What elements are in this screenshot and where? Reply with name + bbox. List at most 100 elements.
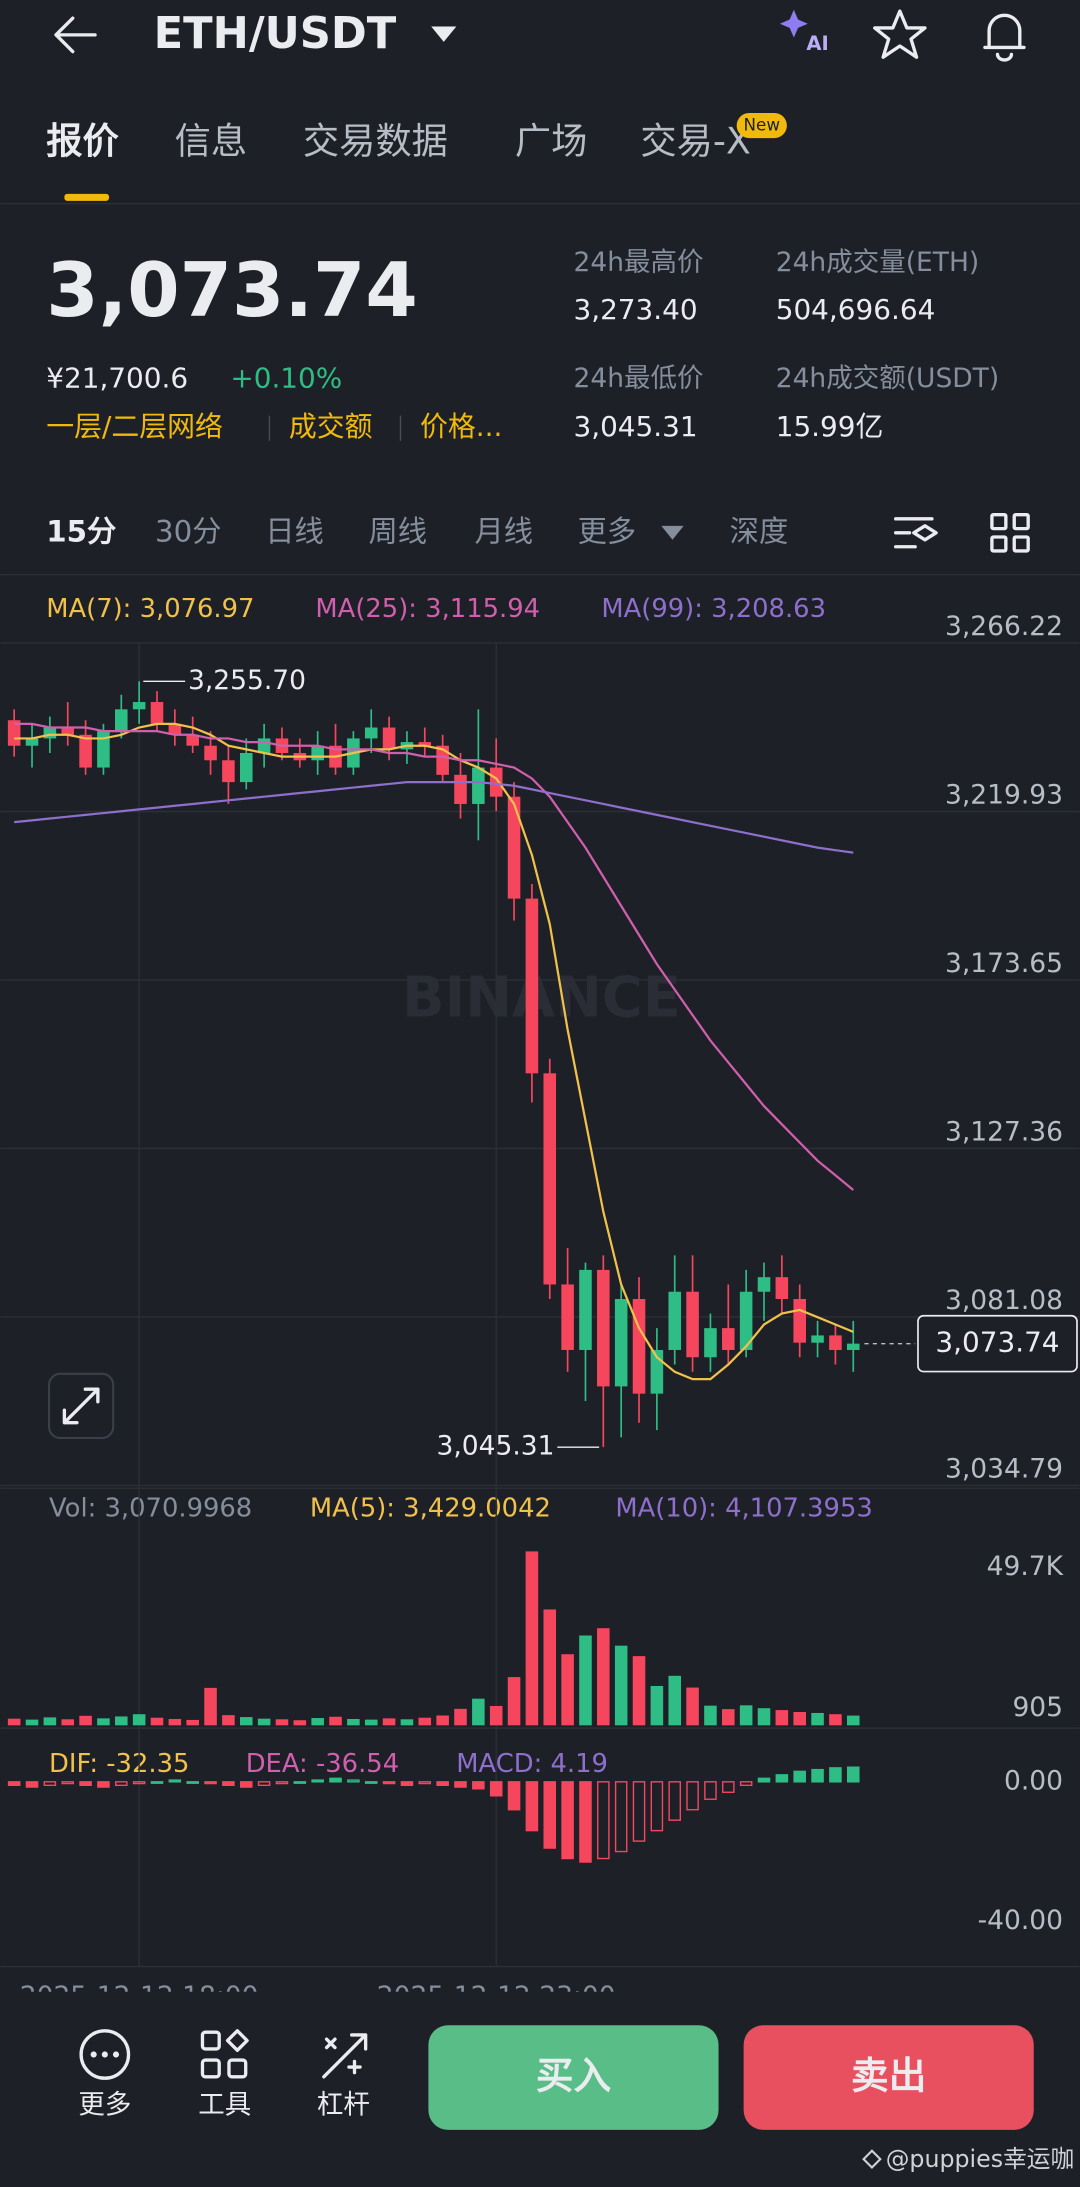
more-icon (79, 2029, 131, 2080)
volume-bar (382, 1718, 396, 1726)
new-badge: New (744, 115, 780, 135)
interval[interactable]: 月线 (474, 514, 533, 548)
depth-tab[interactable]: 深度 (730, 514, 789, 548)
stat-value: 15.99亿 (776, 410, 884, 443)
tag[interactable]: 一层/二层网络 (46, 410, 223, 443)
macd-bar (150, 1781, 164, 1784)
interval[interactable]: 周线 (368, 514, 427, 548)
macd-bar (454, 1781, 467, 1788)
stat-label: 24h成交额(USDT) (776, 363, 1000, 394)
volume-bar (829, 1714, 842, 1726)
volume-bar (597, 1628, 610, 1726)
last-price-box (917, 1314, 1078, 1373)
stat-value: 3,273.40 (573, 293, 697, 326)
interval-more[interactable]: 更多 (578, 514, 637, 548)
favorite-button[interactable] (873, 9, 927, 59)
tab-active[interactable]: 报价 (46, 120, 119, 163)
ma-line (14, 722, 854, 1191)
interval[interactable]: 30分 (155, 514, 222, 548)
volume-bar (293, 1720, 307, 1726)
volume-bar (364, 1719, 378, 1726)
candle-body (418, 742, 432, 746)
candle-body (775, 1277, 789, 1300)
macd-bar (275, 1781, 289, 1785)
volume-bar (757, 1708, 771, 1726)
candle-body (61, 727, 75, 735)
candle-body (668, 1291, 682, 1350)
macd-bar (186, 1781, 199, 1784)
tab[interactable]: 交易数据 (303, 120, 448, 163)
more-dot (90, 2051, 97, 2058)
y-tick-label: 3,266.22 (945, 611, 1063, 642)
plot: 3,266.22 3,219.93 3,173.65 3,127.36 3,081.08… (0, 611, 1080, 2012)
volume-bar (186, 1719, 199, 1726)
ma-line (14, 781, 854, 854)
tab[interactable]: 交易-X (640, 120, 750, 163)
candle-body (454, 774, 467, 804)
buy-button[interactable]: 买入 (428, 2025, 719, 2130)
candle-body (79, 734, 92, 768)
macd-bar (829, 1767, 842, 1783)
expand-button[interactable] (47, 1372, 115, 1440)
high-annotation: 3,255.70 (188, 665, 306, 696)
tag[interactable]: 成交额 (289, 410, 373, 443)
settings-diamond (912, 524, 938, 542)
macd-bar (579, 1781, 592, 1863)
macd-bar (43, 1781, 57, 1787)
interval-active[interactable]: 15分 (46, 514, 116, 548)
tab[interactable]: 信息 (175, 120, 248, 163)
candle-body (472, 767, 485, 804)
volume-bar (25, 1719, 39, 1726)
back-button[interactable] (54, 16, 97, 54)
volume-bar (7, 1718, 21, 1726)
candle-body (204, 745, 217, 761)
candle-body (25, 738, 39, 746)
layout-cell (990, 512, 1008, 531)
volume-bar (132, 1714, 146, 1726)
more-dot (112, 2051, 120, 2058)
macd-bar (418, 1781, 432, 1785)
candle-body (186, 734, 199, 746)
candle-body (704, 1328, 717, 1358)
volume-bar (668, 1675, 682, 1726)
indicator-settings[interactable] (893, 517, 938, 549)
more-tool[interactable]: 更多 (78, 2029, 131, 2121)
layout-button[interactable] (990, 512, 1030, 553)
pair-dropdown[interactable] (431, 26, 457, 42)
ma-legend: MA(25): 3,115.94 (315, 594, 540, 624)
candle-body (811, 1335, 824, 1343)
macd-tick-label: -40.00 (978, 1905, 1063, 1936)
interval[interactable]: 日线 (265, 514, 324, 548)
tools-cell (200, 2030, 221, 2051)
tool-label: 工具 (198, 2090, 251, 2121)
candle-body (222, 760, 235, 783)
sell-button[interactable]: 卖出 (743, 2025, 1034, 2130)
alert-button[interactable] (983, 13, 1026, 62)
stat-label: 24h最高价 (573, 247, 703, 278)
tools-cell (200, 2058, 221, 2079)
tab[interactable]: 广场 (515, 120, 588, 163)
candle-body (614, 1299, 628, 1387)
volume-bar (507, 1677, 521, 1726)
macd-bar (222, 1781, 235, 1787)
macd-bar (489, 1781, 503, 1797)
volume-bar (525, 1551, 539, 1726)
volume-bar (650, 1685, 664, 1726)
volume-bar (846, 1715, 860, 1726)
macd-bar (364, 1781, 378, 1784)
tools-tool[interactable]: 工具 (198, 2029, 251, 2121)
tag[interactable]: 价格... (420, 410, 502, 443)
volume-bar (811, 1712, 824, 1726)
leverage-tool[interactable]: 杠杆 (317, 2033, 370, 2121)
volume-bar (97, 1718, 110, 1726)
expand-arrows (62, 1387, 100, 1425)
ai-button[interactable]: AI (779, 9, 829, 55)
candle-body (257, 738, 271, 753)
sell-bg (743, 2025, 1034, 2130)
macd-bar (382, 1781, 396, 1785)
y-tick-label: 3,034.79 (945, 1454, 1063, 1485)
candle-body (597, 1269, 610, 1387)
volume-bar (775, 1710, 789, 1726)
pair-title[interactable]: ETH/USDT (154, 9, 397, 59)
macd-bar (472, 1781, 485, 1790)
